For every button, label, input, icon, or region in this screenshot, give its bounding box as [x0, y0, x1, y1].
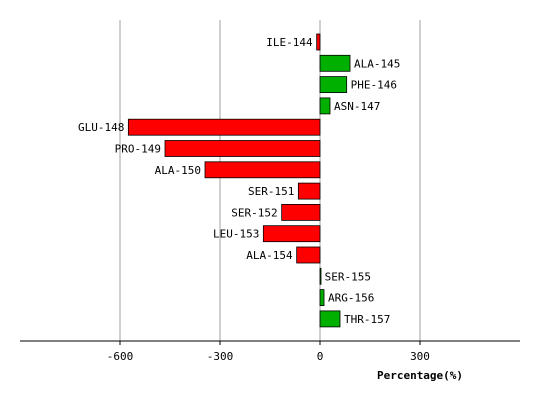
- bar-label-leu-153: LEU-153: [213, 228, 259, 241]
- bar-label-arg-156: ARG-156: [328, 292, 374, 305]
- bar-label-ser-155: SER-155: [325, 270, 371, 283]
- bar-labels: ILE-144 ALA-145 PHE-146 ASN-147 GLU-148 PRO-1…: [78, 36, 400, 326]
- bar-asn-147: [319, 97, 331, 115]
- bar-label-asn-147: ASN-147: [334, 100, 380, 113]
- bar-ala-154: [296, 246, 321, 264]
- x-axis-label: Percentage(%): [377, 369, 463, 382]
- bar-glu-148: [127, 118, 321, 136]
- bar-label-pro-149: PRO-149: [115, 143, 161, 156]
- x-tick-label: -600: [107, 350, 134, 363]
- x-tick-label: 0: [317, 350, 324, 363]
- bar-label-thr-157: THR-157: [344, 313, 390, 326]
- x-tick-label: 300: [410, 350, 430, 363]
- bar-label-ala-154: ALA-154: [246, 249, 293, 262]
- bar-label-ala-145: ALA-145: [354, 57, 400, 70]
- bar-ser-151: [297, 182, 321, 200]
- bars: [127, 33, 351, 328]
- bar-phe-146: [319, 76, 348, 93]
- bar-label-ile-144: ILE-144: [266, 36, 313, 49]
- x-axis: -600 -300 0 300: [20, 340, 520, 363]
- bar-label-ser-152: SER-152: [231, 206, 277, 219]
- bar-pro-149: [164, 140, 321, 157]
- bar-label-phe-146: PHE-146: [351, 79, 397, 92]
- bar-ser-152: [281, 203, 321, 221]
- x-tick-label: -300: [207, 350, 234, 363]
- bar-ala-150: [204, 161, 321, 179]
- bar-ala-145: [319, 54, 351, 72]
- bar-thr-157: [319, 310, 341, 328]
- bar-leu-153: [262, 225, 321, 243]
- bar-arg-156: [319, 289, 325, 307]
- grid-lines: [119, 20, 421, 341]
- bar-label-ser-151: SER-151: [248, 185, 294, 198]
- bar-ile-144: [316, 33, 321, 51]
- bar-label-ala-150: ALA-150: [155, 164, 201, 177]
- bar-ser-155: [319, 267, 322, 285]
- bar-label-glu-148: GLU-148: [78, 121, 124, 134]
